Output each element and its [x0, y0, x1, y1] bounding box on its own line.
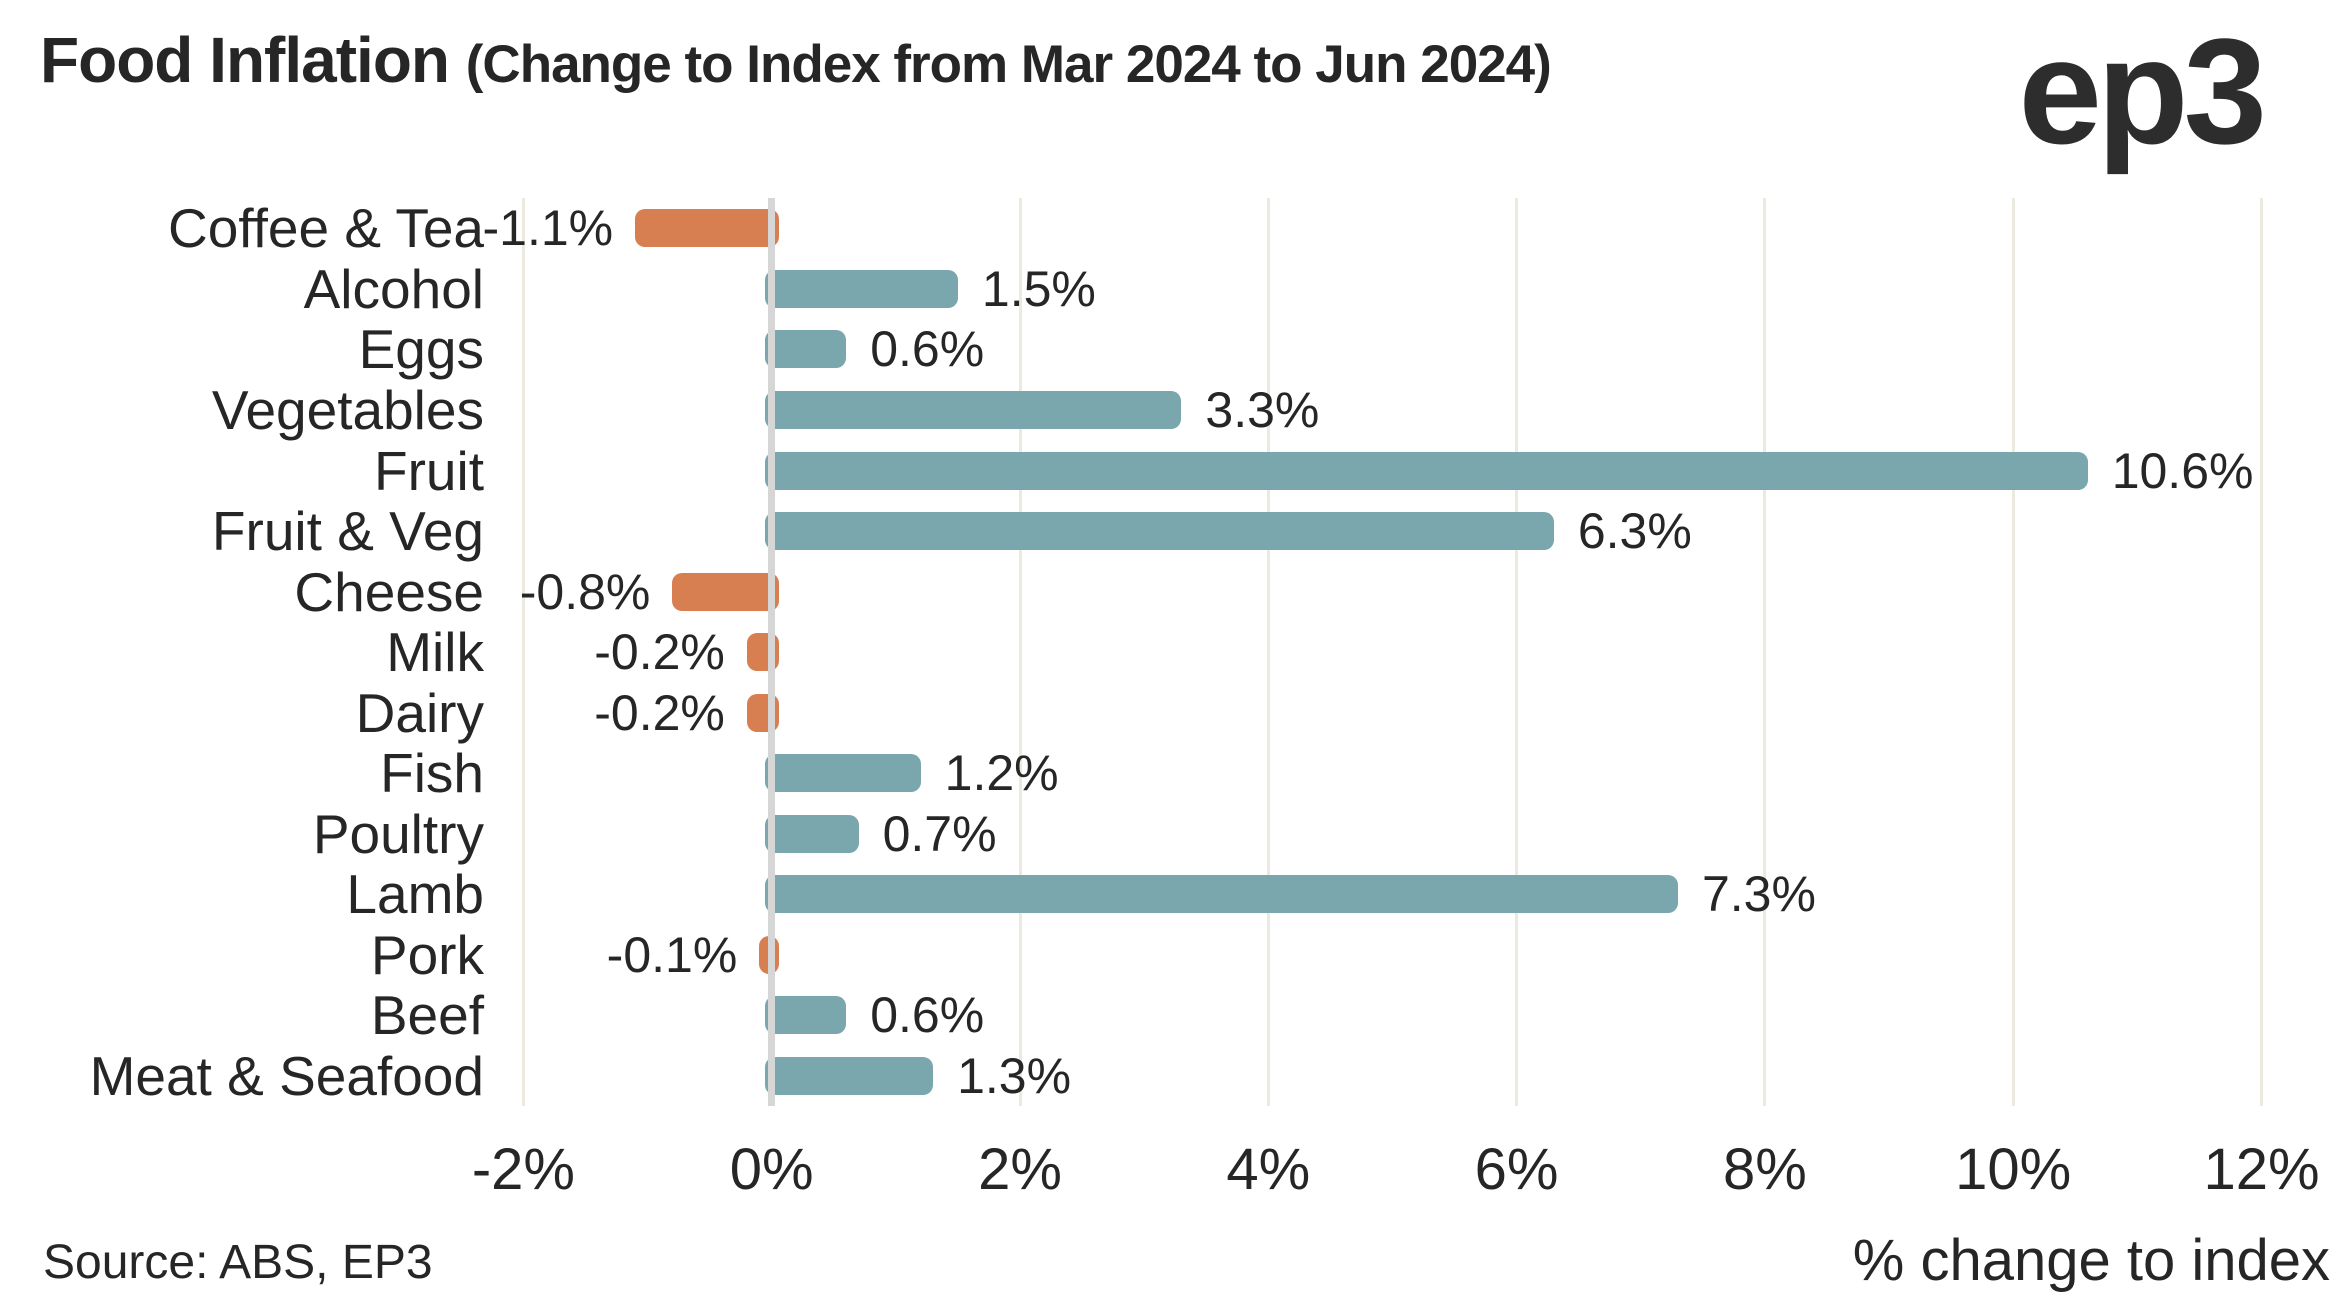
value-label-poultry: 0.7% [882, 805, 997, 862]
bar-coffee-tea [635, 209, 779, 248]
gridline--2% [521, 198, 525, 1106]
category-label-lamb: Lamb [346, 863, 484, 926]
value-label-fish: 1.2% [944, 745, 1059, 802]
category-label-pork: Pork [370, 923, 484, 986]
bar-alcohol [764, 269, 958, 308]
value-label-pork: -0.1% [606, 926, 738, 983]
bar-fish [764, 754, 921, 793]
category-label-coffee-tea: Coffee & Tea [168, 197, 484, 260]
bar-meat-seafood [764, 1057, 934, 1095]
value-label-meat-seafood: 1.3% [957, 1048, 1072, 1104]
gridline-12% [2260, 198, 2263, 1106]
category-label-cheese: Cheese [294, 560, 484, 623]
category-label-fish: Fish [380, 742, 484, 805]
x-tick-label: 0% [729, 1137, 814, 1202]
gridline-2% [1018, 198, 1022, 1106]
bar-cheese [672, 572, 779, 611]
value-label-fruit-veg: 6.3% [1577, 503, 1692, 560]
category-label-dairy: Dairy [355, 681, 484, 744]
bar-vegetables [764, 390, 1182, 429]
category-label-eggs: Eggs [358, 318, 484, 381]
value-label-alcohol: 1.5% [981, 260, 1096, 317]
category-label-beef: Beef [370, 984, 484, 1047]
value-label-fruit: 10.6% [2111, 442, 2254, 499]
gridline-8% [1763, 198, 1767, 1106]
bar-beef [764, 996, 847, 1035]
x-tick-label: -2% [471, 1137, 575, 1202]
zero-axis-line [768, 198, 776, 1106]
chart-title-subtitle: (Change to Index from Mar 2024 to Jun 20… [465, 35, 1552, 94]
category-label-alcohol: Alcohol [303, 257, 484, 320]
value-label-eggs: 0.6% [870, 321, 985, 378]
bar-eggs [764, 330, 847, 369]
x-tick-label: 2% [978, 1137, 1062, 1202]
bar-lamb [764, 875, 1678, 914]
x-tick-label: 10% [1955, 1137, 2072, 1202]
value-label-dairy: -0.2% [594, 684, 725, 741]
category-label-meat-seafood: Meat & Seafood [89, 1045, 484, 1107]
x-axis-title: % change to index [1852, 1228, 2330, 1293]
ep3-logo: ep3 [2018, 7, 2267, 175]
bar-fruit-veg [764, 512, 1554, 551]
chart-title-main: Food Inflation [40, 24, 466, 96]
bar-poultry [764, 814, 859, 853]
value-label-milk: -0.2% [594, 624, 725, 681]
x-tick-label: 8% [1722, 1137, 1807, 1202]
gridline-10% [2011, 198, 2015, 1106]
category-label-milk: Milk [386, 621, 484, 684]
source-note: Source: ABS, EP3 [43, 1236, 433, 1289]
chart-title: Food Inflation (Change to Index from Mar… [40, 14, 1552, 106]
bar-fruit [764, 451, 2088, 490]
x-tick-label: 4% [1226, 1137, 1311, 1202]
category-label-vegetables: Vegetables [211, 378, 484, 441]
x-tick-label: 12% [2203, 1137, 2320, 1202]
category-label-fruit-veg: Fruit & Veg [211, 500, 484, 563]
value-label-coffee-tea: -1.1% [482, 200, 614, 257]
value-label-lamb: 7.3% [1701, 866, 1816, 923]
category-label-fruit: Fruit [374, 439, 484, 502]
x-tick-label: 6% [1474, 1137, 1559, 1202]
gridline-4% [1266, 198, 1270, 1106]
value-label-cheese: -0.8% [519, 563, 651, 620]
value-label-beef: 0.6% [870, 987, 985, 1044]
category-label-poultry: Poultry [312, 802, 484, 865]
gridline-6% [1515, 198, 1519, 1106]
value-label-vegetables: 3.3% [1205, 381, 1320, 438]
